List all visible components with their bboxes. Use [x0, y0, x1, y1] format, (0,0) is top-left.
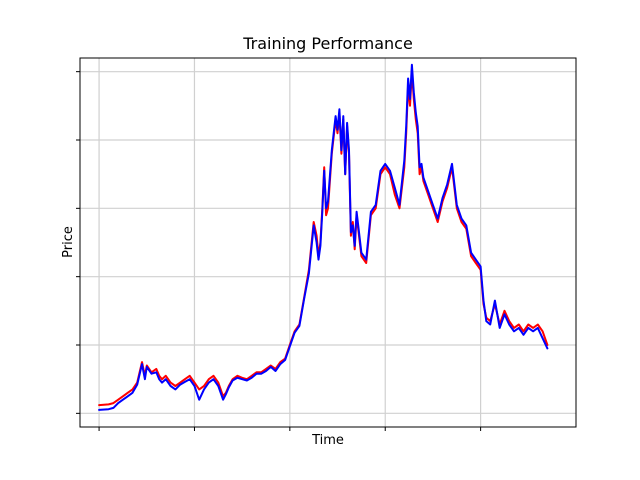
y-axis-label: Price	[61, 226, 76, 258]
series-line-0	[98, 70, 549, 407]
grid	[80, 58, 576, 427]
x-axis-label: Time	[311, 433, 344, 448]
axis-ticks	[76, 71, 482, 431]
chart-title: Training Performance	[242, 34, 413, 53]
series-layer	[98, 63, 549, 411]
axes-frame	[79, 57, 577, 428]
series-line-1	[98, 63, 549, 411]
